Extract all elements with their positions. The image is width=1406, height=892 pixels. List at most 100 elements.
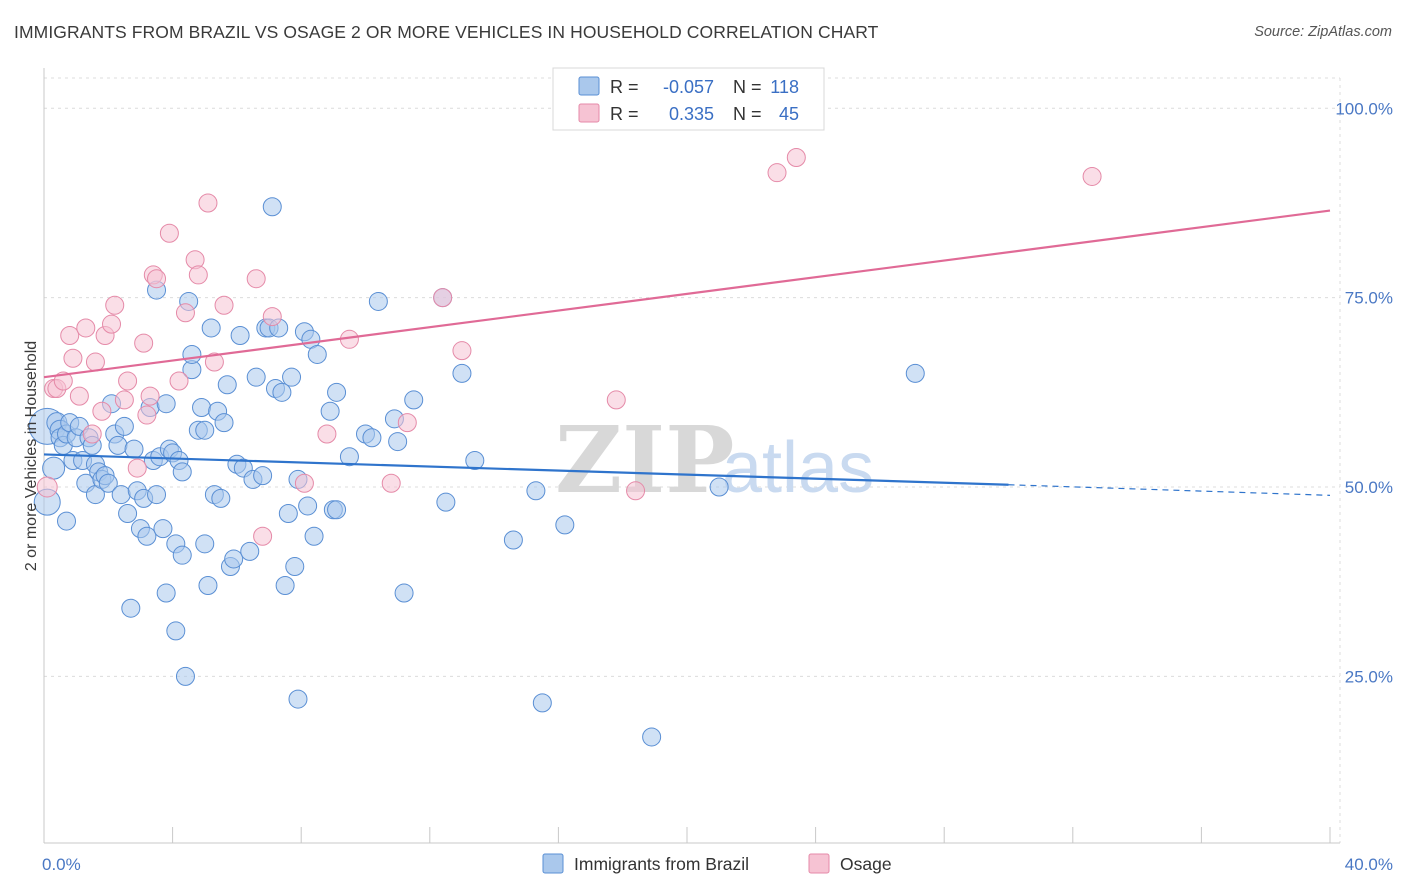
point-osage-34: [317, 424, 337, 444]
point-brazil-56: [195, 534, 215, 554]
bottom-legend-swatch-osage: [808, 853, 830, 874]
point-brazil-100: [388, 432, 408, 452]
point-brazil-94: [327, 382, 347, 402]
point-brazil-58: [198, 575, 218, 595]
trend-line-brazil-extension: [1008, 484, 1331, 496]
point-brazil-98: [368, 291, 388, 311]
point-osage-21: [147, 269, 167, 289]
point-brazil-107: [503, 530, 523, 550]
point-brazil-91: [320, 401, 340, 421]
point-osage-27: [198, 193, 218, 213]
point-brazil-97: [362, 428, 382, 448]
point-brazil-90: [307, 344, 327, 364]
bottom-legend-swatch-brazil: [542, 853, 564, 874]
point-osage-30: [253, 526, 273, 546]
point-brazil-93: [327, 500, 347, 520]
point-osage-39: [452, 341, 472, 361]
point-brazil-41: [156, 394, 176, 414]
watermark-atlas: atlas: [722, 428, 874, 508]
point-osage-33: [294, 473, 314, 493]
point-osage-7: [76, 318, 96, 338]
legend-r-value-osage: 0.335: [669, 104, 714, 124]
point-brazil-22: [98, 473, 118, 493]
point-brazil-81: [278, 504, 298, 524]
point-brazil-27: [114, 416, 134, 436]
point-osage-26: [188, 265, 208, 285]
point-brazil-53: [182, 344, 202, 364]
watermark: ZIP atlas: [555, 406, 874, 514]
point-osage-5: [63, 348, 83, 368]
watermark-zip: ZIP: [555, 406, 734, 514]
trend-line-brazil: [43, 453, 1009, 486]
point-brazil-72: [246, 367, 266, 387]
point-brazil-2: [42, 456, 66, 480]
chart-source: Source: ZipAtlas.com: [1254, 24, 1392, 40]
point-osage-22: [159, 223, 179, 243]
point-brazil-112: [709, 477, 729, 497]
point-brazil-110: [555, 515, 575, 535]
point-brazil-109: [532, 693, 552, 713]
point-brazil-106: [465, 451, 485, 470]
trend-line-osage: [43, 209, 1331, 379]
point-osage-19: [140, 386, 160, 406]
point-brazil-26: [111, 485, 131, 505]
y-tick-labels: 25.0% 50.0% 75.0% 100.0%: [1335, 99, 1393, 686]
point-brazil-89: [304, 526, 324, 546]
point-brazil-59: [201, 318, 221, 338]
point-brazil-95: [339, 447, 359, 467]
point-osage-32: [262, 307, 282, 327]
point-osage-28: [204, 352, 224, 372]
x-tick-label-max: 40.0%: [1345, 855, 1393, 874]
legend-n-value-brazil: 118: [770, 77, 799, 97]
point-brazil-73: [253, 466, 273, 486]
point-brazil-63: [214, 413, 234, 433]
point-brazil-42: [156, 583, 176, 603]
y-tick-label-2: 75.0%: [1345, 289, 1393, 308]
y-tick-label-3: 100.0%: [1335, 99, 1393, 118]
point-brazil-50: [175, 666, 195, 686]
point-brazil-46: [166, 621, 186, 641]
legend-n-label-osage: N =: [733, 104, 762, 124]
point-brazil-84: [288, 689, 308, 709]
legend-swatch-osage: [578, 103, 600, 123]
point-brazil-102: [404, 390, 424, 410]
point-osage-24: [175, 303, 195, 323]
point-osage-3: [53, 371, 73, 391]
x-tick-label-min: 0.0%: [42, 855, 81, 874]
point-osage-41: [626, 481, 646, 501]
point-brazil-105: [452, 363, 472, 383]
point-brazil-25: [108, 435, 128, 455]
point-osage-36: [381, 473, 401, 493]
point-osage-44: [1082, 166, 1102, 186]
point-brazil-49: [172, 462, 192, 482]
point-brazil-87: [298, 496, 318, 516]
point-osage-38: [433, 288, 453, 308]
point-osage-12: [102, 314, 122, 334]
point-brazil-68: [230, 326, 250, 346]
point-brazil-70: [240, 541, 260, 561]
legend-r-label-brazil: R =: [610, 77, 639, 97]
bottom-legend-label-brazil: Immigrants from Brazil: [574, 854, 749, 874]
point-brazil-34: [137, 526, 157, 546]
point-brazil-7: [57, 511, 77, 531]
point-brazil-62: [211, 488, 231, 508]
point-brazil-104: [436, 492, 456, 512]
legend-r-label-osage: R =: [610, 104, 639, 124]
point-osage-10: [92, 401, 112, 421]
point-brazil-28: [118, 504, 138, 524]
point-brazil-113: [905, 363, 925, 383]
y-axis-label: 2 or more Vehicles in Household: [23, 341, 40, 571]
point-osage-14: [114, 390, 134, 410]
y-tick-label-1: 50.0%: [1345, 478, 1393, 497]
point-brazil-66: [224, 549, 244, 569]
y-tick-label-0: 25.0%: [1345, 667, 1393, 686]
point-osage-29: [214, 295, 234, 315]
point-osage-0: [36, 476, 58, 498]
point-osage-18: [137, 405, 157, 425]
legend-n-value-osage: 45: [779, 104, 799, 124]
point-osage-17: [134, 333, 154, 353]
point-osage-31: [246, 269, 266, 289]
point-brazil-48: [172, 545, 192, 565]
point-brazil-37: [147, 485, 167, 505]
point-brazil-30: [124, 439, 144, 459]
